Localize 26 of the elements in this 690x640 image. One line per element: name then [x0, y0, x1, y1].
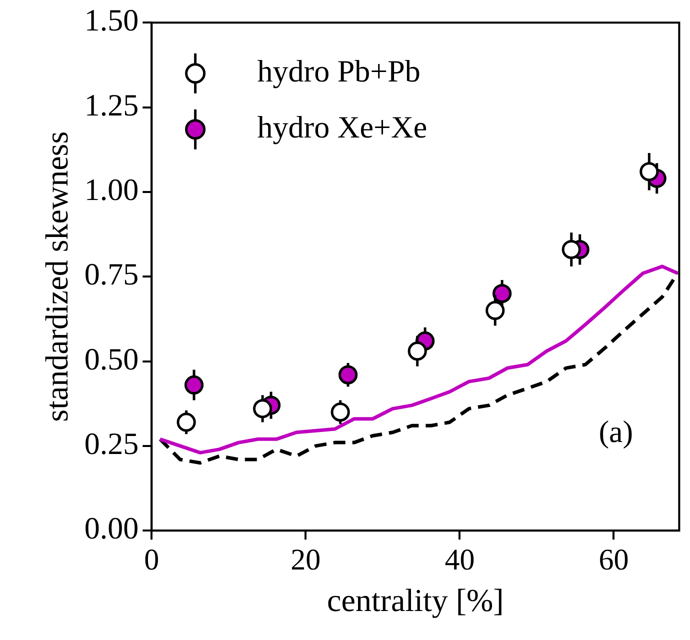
x-tick-label: 0	[144, 543, 160, 576]
y-axis-title: standardized skewness	[38, 131, 75, 422]
point	[486, 300, 505, 320]
y-tick-label: 0.50	[84, 341, 139, 376]
y-tick-label: 1.00	[84, 172, 139, 208]
y-tick-label: 0.00	[84, 510, 139, 546]
point	[408, 342, 427, 361]
y-tick-label: 1.50	[84, 2, 139, 38]
point	[492, 284, 512, 304]
point	[640, 162, 659, 182]
y-tick-label: 0.25	[84, 426, 139, 462]
x-tick-label: 20	[290, 543, 321, 576]
point	[176, 412, 196, 432]
point	[184, 375, 204, 395]
point	[338, 365, 358, 384]
annotation: (a)	[598, 414, 634, 450]
x-tick-label: 40	[444, 543, 475, 576]
point	[330, 402, 350, 422]
x-axis-title: centrality [%]	[327, 582, 504, 618]
point	[562, 240, 581, 260]
legend-label: hydro Pb+Pb	[257, 54, 420, 89]
legend-label: hydro Xe+Xe	[257, 110, 428, 145]
x-tick-label: 60	[598, 543, 629, 576]
y-tick-label: 0.75	[84, 256, 139, 292]
y-tick-label: 1.25	[84, 87, 139, 122]
point	[253, 399, 272, 418]
